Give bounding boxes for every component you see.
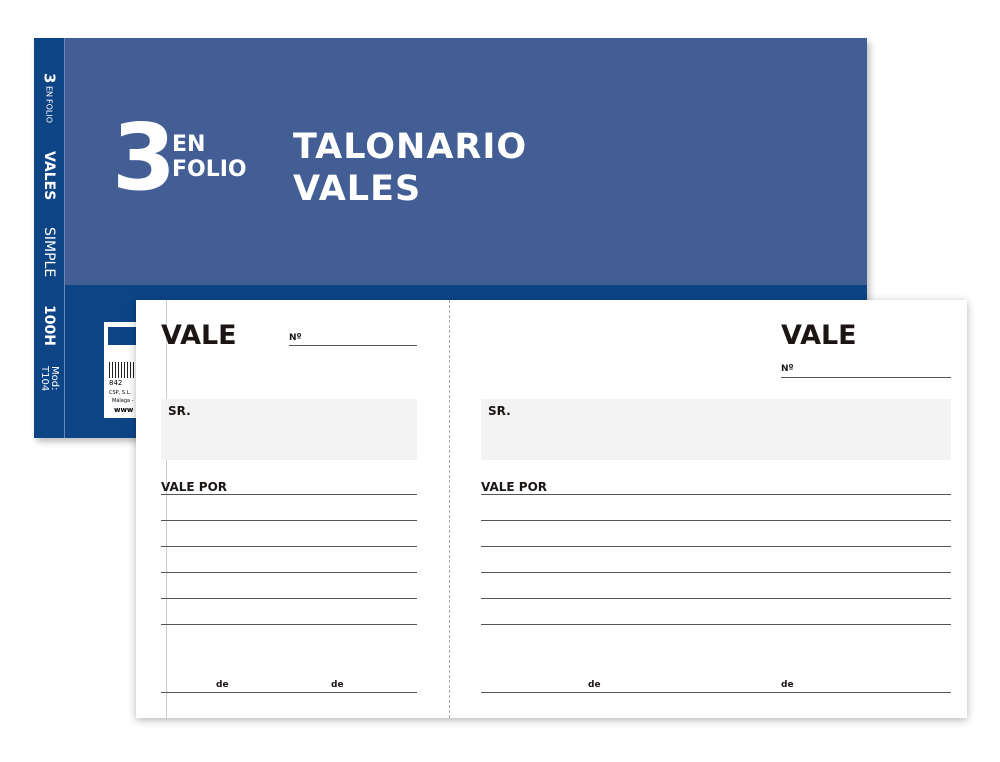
- sr-label: SR.: [168, 404, 191, 418]
- spine-folio: FOLIO: [44, 99, 54, 124]
- number-line: [781, 377, 951, 378]
- spine-format: 3 EN FOLIO: [34, 73, 64, 124]
- sr-field: [481, 399, 951, 460]
- spine-number: 3: [40, 72, 59, 84]
- writing-line: [161, 546, 417, 547]
- title-line1: TALONARIO: [293, 127, 528, 167]
- writing-line: [161, 572, 417, 573]
- label-color-block: [108, 327, 140, 345]
- date-line: [161, 692, 417, 693]
- voucher-title: VALE: [781, 320, 857, 351]
- number-line: [289, 345, 417, 346]
- cover-title: TALONARIO VALES: [293, 126, 527, 210]
- vale-por-label: VALE POR: [161, 480, 228, 494]
- voucher-title: VALE: [161, 320, 237, 351]
- date-de-1: de: [216, 680, 229, 690]
- date-de-1: de: [588, 680, 601, 690]
- spine-sheets: 100H: [41, 304, 57, 346]
- cover-format: EN FOLIO: [172, 132, 247, 182]
- barcode-number: 842: [109, 379, 123, 387]
- writing-line: [481, 572, 951, 573]
- sr-label: SR.: [488, 404, 511, 418]
- date-de-2: de: [781, 680, 794, 690]
- number-label: Nº: [289, 333, 302, 343]
- writing-line: [161, 624, 417, 625]
- label-city: Málaga -: [112, 398, 134, 404]
- voucher-sheet: VALE Nº SR. VALE POR de de VALE Nº SR. V…: [136, 300, 967, 718]
- perforation-line: [449, 300, 450, 718]
- product-label: 842 CSP, S.L. Málaga - www: [104, 322, 140, 418]
- writing-line: [481, 494, 951, 495]
- writing-line: [481, 624, 951, 625]
- writing-line: [161, 494, 417, 495]
- cover-en: EN: [172, 132, 206, 157]
- number-label: Nº: [781, 364, 794, 374]
- sr-field: [161, 399, 417, 460]
- barcode: [109, 362, 139, 378]
- writing-line: [161, 598, 417, 599]
- writing-line: [481, 520, 951, 521]
- booklet-spine: 3 EN FOLIO VALES SIMPLE 100H Mod: T104: [34, 38, 65, 438]
- vale-por-label: VALE POR: [481, 480, 548, 494]
- spine-en: EN: [44, 85, 54, 97]
- label-company: CSP, S.L.: [109, 390, 131, 396]
- date-line: [481, 692, 951, 693]
- cover-number: 3: [112, 104, 177, 211]
- cover-folio: FOLIO: [172, 157, 247, 182]
- spine-vales: VALES: [41, 151, 57, 201]
- label-web: www: [114, 406, 134, 414]
- writing-line: [481, 546, 951, 547]
- writing-line: [161, 520, 417, 521]
- stub-edge: [166, 300, 167, 718]
- title-line2: VALES: [293, 169, 422, 209]
- spine-simple: SIMPLE: [41, 227, 57, 278]
- writing-line: [481, 598, 951, 599]
- date-de-2: de: [331, 680, 344, 690]
- spine-model: Mod: T104: [39, 366, 60, 392]
